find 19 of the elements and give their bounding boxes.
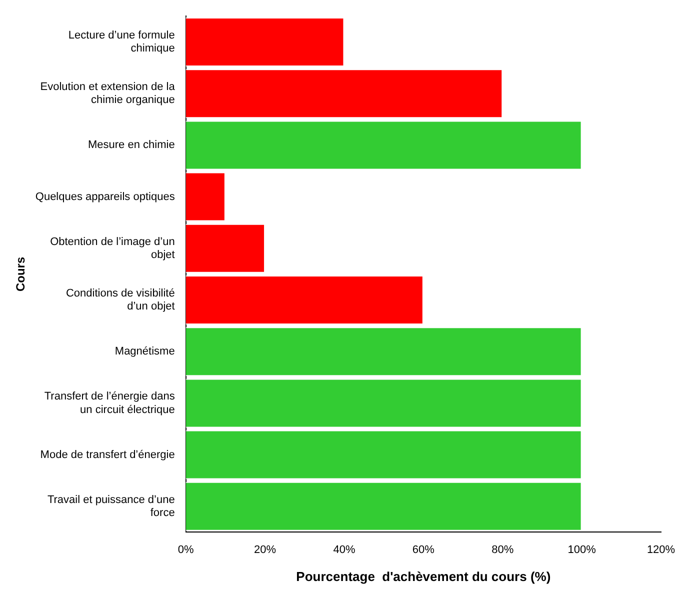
y-tick-label: Conditions de visibilité d’un objet (66, 287, 175, 313)
y-tick-label: Quelques appareils optiques (35, 190, 176, 203)
y-tick-label: Evolution et extension de la chimie organique (40, 81, 176, 106)
y-tick-label: Obtention de l’image d’un objet (50, 236, 175, 262)
y-tick-label: Mode de transfert d’énergie (40, 448, 175, 461)
x-tick-label: 0% (178, 544, 194, 556)
y-tick-label: Transfert de l’énergie dans un circuit électrique (44, 390, 176, 416)
x-tick-label: 60% (412, 544, 435, 556)
x-tick-label: 40% (333, 544, 356, 556)
y-tick-label: Mesure en chimie (88, 139, 175, 152)
y-axis-title: Cours (14, 256, 28, 292)
x-tick-label: 20% (254, 544, 276, 556)
x-axis-title: Pourcentage d'achèvement du cours (%) (296, 568, 551, 584)
y-tick-label: Travail et puissance d’une force (47, 494, 175, 520)
y-tick-label: Lecture d’une formule chimique (68, 29, 175, 55)
x-tick-label: 80% (492, 544, 514, 556)
x-tick-label: 120% (646, 544, 676, 556)
y-tick-label: Magnétisme (114, 346, 175, 358)
x-tick-label: 100% (568, 544, 596, 556)
